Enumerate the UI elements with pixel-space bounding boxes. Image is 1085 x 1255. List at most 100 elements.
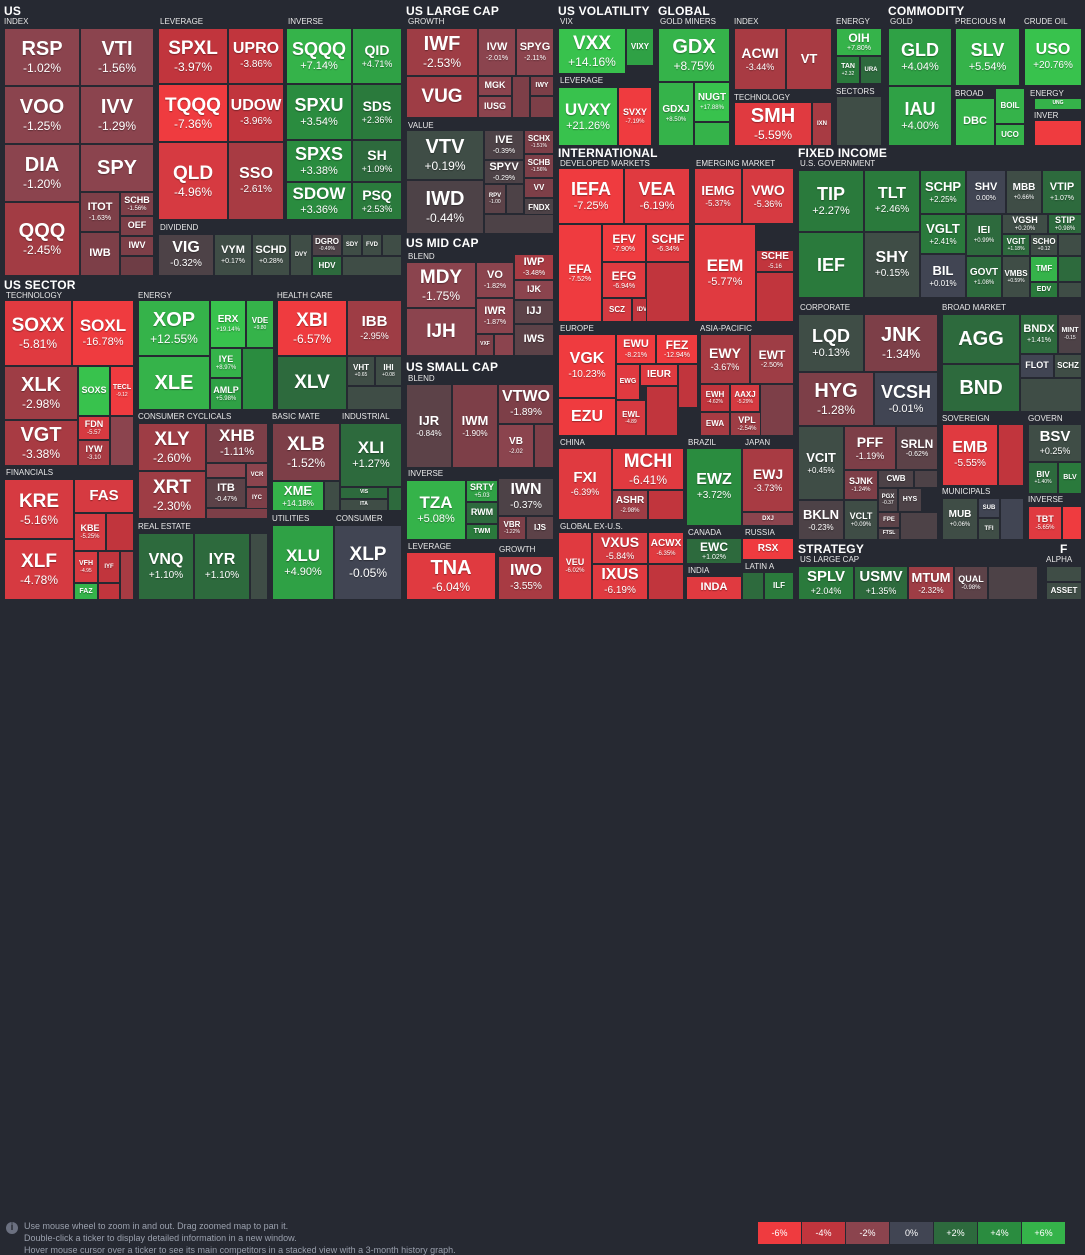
ticker-tile-twm[interactable]: TWM — [466, 524, 498, 540]
ticker-tile-schx[interactable]: SCHX -1.51% — [524, 130, 554, 154]
ticker-tile[interactable] — [1046, 566, 1082, 582]
ticker-tile[interactable] — [106, 513, 134, 551]
group-header-govern[interactable]: GOVERN — [1028, 414, 1063, 423]
ticker-tile-vo[interactable]: VO -1.82% — [476, 262, 514, 298]
ticker-tile-ewt[interactable]: EWT -2.50% — [750, 334, 794, 384]
ticker-tile-aaxj[interactable]: AAXJ -5.29% — [730, 384, 760, 412]
ticker-tile-ijr[interactable]: IJR -0.84% — [406, 384, 452, 468]
ticker-tile[interactable] — [1062, 506, 1082, 540]
group-header-inverse[interactable]: INVERSE — [1028, 495, 1064, 504]
ticker-tile-vgsh[interactable]: VGSH +0.20% — [1002, 214, 1048, 234]
ticker-tile-ivv[interactable]: IVV -1.29% — [80, 86, 154, 144]
ticker-tile-tfi[interactable]: TFI — [978, 518, 1000, 540]
ticker-tile-ivw[interactable]: IVW -2.01% — [478, 28, 516, 76]
ticker-tile-mchi[interactable]: MCHI -6.41% — [612, 448, 684, 490]
ticker-tile-fas[interactable]: FAS — [74, 479, 134, 513]
ticker-tile-rsp[interactable]: RSP -1.02% — [4, 28, 80, 86]
ticker-tile-vclt[interactable]: VCLT +0.09% — [844, 500, 878, 540]
ticker-tile-kre[interactable]: KRE -5.16% — [4, 479, 74, 539]
ticker-tile-sdy[interactable]: SDY — [342, 234, 362, 256]
ticker-tile-rwm[interactable]: RWM — [466, 502, 498, 524]
ticker-tile-vgt[interactable]: VGT -3.38% — [4, 420, 78, 466]
ticker-tile-oef[interactable]: OEF — [120, 216, 154, 236]
ticker-tile-qual[interactable]: QUAL -0.98% — [954, 566, 988, 600]
ticker-tile-splv[interactable]: SPLV +2.04% — [798, 566, 854, 600]
ticker-tile-xlv[interactable]: XLV — [277, 356, 347, 410]
ticker-tile-erx[interactable]: ERX +19.14% — [210, 300, 246, 348]
ticker-tile-spy[interactable]: SPY — [80, 144, 154, 192]
ticker-tile-slv[interactable]: SLV +5.54% — [955, 28, 1020, 86]
ticker-tile-soxl[interactable]: SOXL -16.78% — [72, 300, 134, 366]
ticker-tile-smh[interactable]: SMH -5.59% — [734, 102, 812, 146]
ticker-tile-dgro[interactable]: DGRO -0.49% — [312, 234, 342, 256]
ticker-tile-spxl[interactable]: SPXL -3.97% — [158, 28, 228, 84]
ticker-tile-jnk[interactable]: JNK -1.34% — [864, 314, 938, 372]
ticker-tile-iyf[interactable]: IYF — [98, 551, 120, 583]
ticker-tile-ashr[interactable]: ASHR -2.98% — [612, 490, 648, 520]
ticker-tile[interactable] — [988, 566, 1038, 600]
group-header-dividend[interactable]: DIVIDEND — [160, 223, 199, 232]
group-header-blend[interactable]: BLEND — [408, 374, 435, 383]
ticker-tile-ezu[interactable]: EZU — [558, 398, 616, 436]
ticker-tile-iemg[interactable]: IEMG -5.37% — [694, 168, 742, 224]
ticker-tile-fdn[interactable]: FDN -5.57 — [78, 416, 110, 440]
ticker-tile-vnq[interactable]: VNQ +1.10% — [138, 533, 194, 600]
ticker-tile-iwp[interactable]: IWP -3.48% — [514, 254, 554, 280]
ticker-tile-xop[interactable]: XOP +12.55% — [138, 300, 210, 356]
ticker-tile-vcit[interactable]: VCIT +0.45% — [798, 426, 844, 500]
ticker-tile-dbc[interactable]: DBC — [955, 98, 995, 146]
group-header-sovereign[interactable]: SOVEREIGN — [942, 414, 990, 423]
ticker-tile-bndx[interactable]: BNDX +1.41% — [1020, 314, 1058, 354]
ticker-tile-vtv[interactable]: VTV +0.19% — [406, 130, 484, 180]
group-header-municipals[interactable]: MUNICIPALS — [942, 487, 991, 496]
ticker-tile-cwb[interactable]: CWB — [878, 470, 914, 488]
ticker-tile-tip[interactable]: TIP +2.27% — [798, 170, 864, 232]
ticker-tile-pff[interactable]: PFF -1.19% — [844, 426, 896, 470]
ticker-tile-fndx[interactable]: FNDX — [524, 198, 554, 218]
group-header-brazil[interactable]: BRAZIL — [688, 438, 717, 447]
ticker-tile-ibb[interactable]: IBB -2.95% — [347, 300, 402, 356]
ticker-tile-tbt[interactable]: TBT -5.65% — [1028, 506, 1062, 540]
ticker-tile-xlu[interactable]: XLU +4.90% — [272, 525, 334, 600]
section-header-fixed-income[interactable]: FIXED INCOME — [798, 146, 888, 160]
ticker-tile-hys[interactable]: HYS — [898, 488, 922, 512]
group-header-health-care[interactable]: HEALTH CARE — [277, 291, 333, 300]
group-header-leverage[interactable]: LEVERAGE — [560, 76, 604, 85]
ticker-tile-vt[interactable]: VT — [786, 28, 832, 90]
section-header-commodity[interactable]: COMMODITY — [888, 4, 965, 18]
ticker-tile[interactable] — [998, 424, 1024, 486]
ticker-tile-iwn[interactable]: IWN -0.37% — [498, 478, 554, 516]
ticker-tile[interactable] — [1020, 378, 1082, 412]
section-header-us-large-cap[interactable]: US LARGE CAP — [406, 4, 500, 18]
ticker-tile-vbr[interactable]: VBR -1.22% — [498, 516, 526, 540]
ticker-tile-spxs[interactable]: SPXS +3.38% — [286, 140, 352, 182]
section-header-international[interactable]: INTERNATIONAL — [558, 146, 658, 160]
ticker-tile-gld[interactable]: GLD +4.04% — [888, 28, 952, 86]
ticker-tile-xlp[interactable]: XLP -0.05% — [334, 525, 402, 600]
ticker-tile-ijs[interactable]: IJS — [526, 516, 554, 540]
ticker-tile-vglt[interactable]: VGLT +2.41% — [920, 214, 966, 254]
group-header-technology[interactable]: TECHNOLOGY — [734, 93, 791, 102]
ticker-tile-spyv[interactable]: SPYV -0.29% — [484, 160, 524, 184]
ticker-tile-ieur[interactable]: IEUR — [640, 364, 678, 386]
ticker-tile-vwo[interactable]: VWO -5.36% — [742, 168, 794, 224]
ticker-tile-iau[interactable]: IAU +4.00% — [888, 86, 952, 146]
ticker-tile[interactable] — [250, 533, 268, 600]
ticker-tile-uvxy[interactable]: UVXY +21.26% — [558, 87, 618, 146]
ticker-tile-xme[interactable]: XME +14.18% — [272, 481, 324, 511]
ticker-tile[interactable] — [760, 384, 794, 436]
ticker-tile-dia[interactable]: DIA -1.20% — [4, 144, 80, 202]
ticker-tile-bil[interactable]: BIL +0.01% — [920, 254, 966, 298]
ticker-tile-sh[interactable]: SH +1.09% — [352, 140, 402, 182]
ticker-tile-mub[interactable]: MUB +0.06% — [942, 498, 978, 540]
ticker-tile-efa[interactable]: EFA -7.52% — [558, 224, 602, 322]
ticker-tile-sso[interactable]: SSO -2.61% — [228, 142, 284, 220]
ticker-tile-udow[interactable]: UDOW -3.96% — [228, 84, 284, 142]
ticker-tile-eem[interactable]: EEM -5.77% — [694, 224, 756, 322]
ticker-tile-vig[interactable]: VIG -0.32% — [158, 234, 214, 276]
ticker-tile[interactable] — [347, 386, 402, 410]
ticker-tile-hdv[interactable]: HDV — [312, 256, 342, 276]
ticker-tile[interactable] — [120, 256, 154, 276]
ticker-tile-xle[interactable]: XLE — [138, 356, 210, 410]
ticker-tile-vgit[interactable]: VGIT +1.18% — [1002, 234, 1030, 256]
